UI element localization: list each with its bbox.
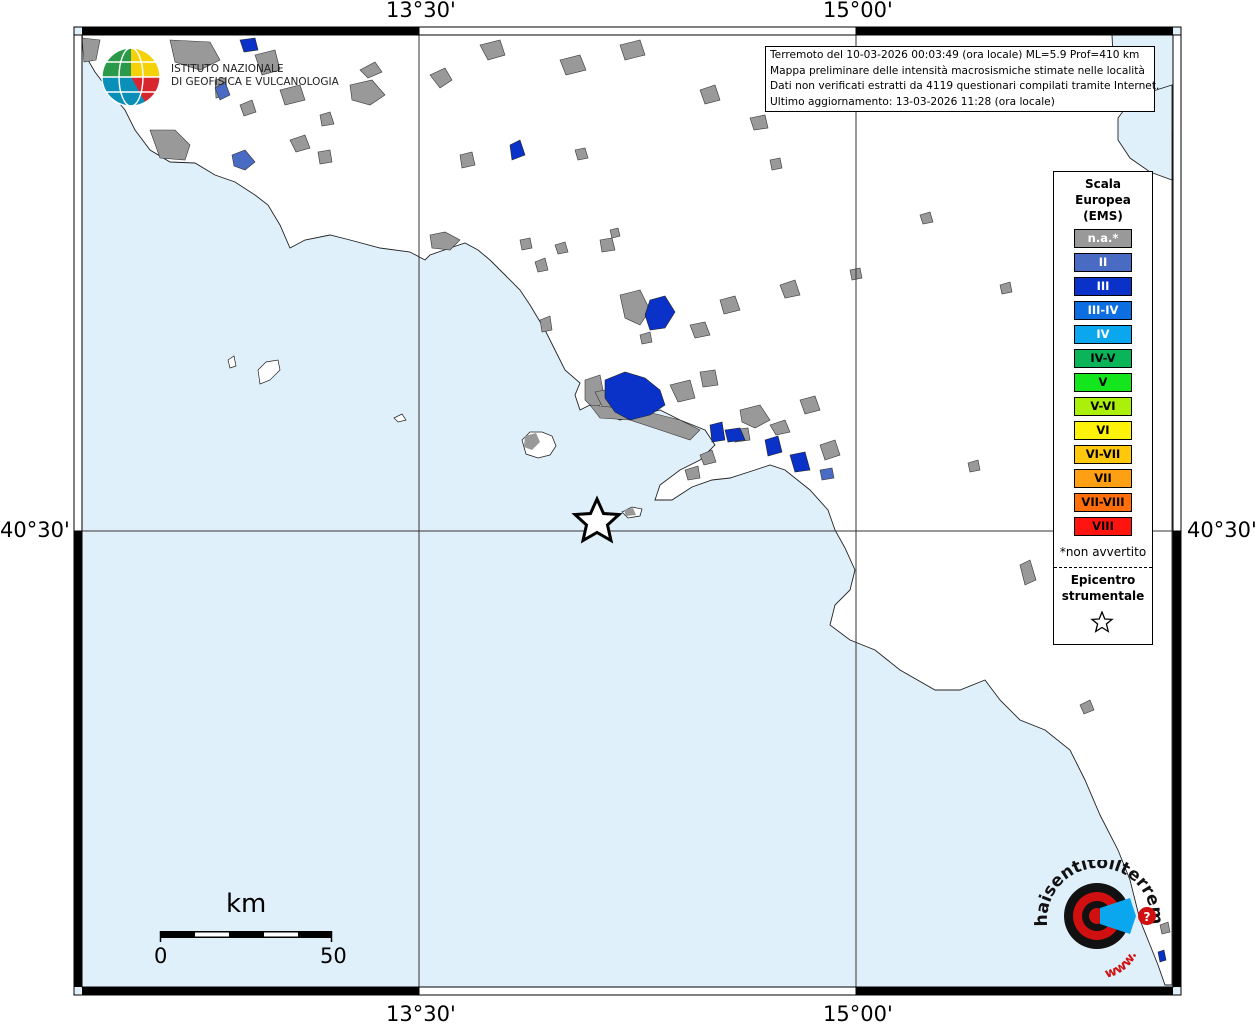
bottom-longitude-label-1: 13°30' (386, 1002, 456, 1026)
haisentito-logo-icon: haisentitoilterremoto.it www. ? (1030, 860, 1166, 980)
scale-bar (159, 931, 333, 942)
earthquake-info-box: Terremoto del 10-03-2026 00:03:49 (ora l… (765, 46, 1160, 112)
legend-swatch: III (1074, 277, 1132, 296)
scale-min-label: 0 (154, 944, 168, 968)
info-line-description: Mappa preliminare delle intensità macros… (770, 64, 1145, 77)
legend-swatch: III-IV (1074, 301, 1132, 320)
ingv-name-line2: DI GEOFISICA E VULCANOLOGIA (171, 76, 339, 88)
legend-epicenter-line: Epicentro (1070, 573, 1136, 587)
legend-divider (1054, 567, 1152, 568)
intensity-ii-patches (214, 81, 835, 481)
legend-title-line: Europea (1075, 193, 1131, 207)
legend-epicenter-line: strumentale (1061, 589, 1145, 603)
legend-swatch: V-VI (1074, 397, 1132, 416)
small-island (393, 413, 407, 423)
ingv-name-line1: ISTITUTO NAZIONALE (171, 63, 284, 75)
legend-swatch: VI (1074, 421, 1132, 440)
legend-swatch: VI-VII (1074, 445, 1132, 464)
legend-swatch: VII-VIII (1074, 493, 1132, 512)
legend-swatch: V (1074, 373, 1132, 392)
legend-title: Scala Europea (EMS) (1054, 176, 1152, 224)
left-latitude-label: 40°30' (0, 518, 70, 542)
intensity-iii-patches (239, 37, 1167, 963)
legend-swatch: VII (1074, 469, 1132, 488)
map-frame (73, 26, 1182, 996)
svg-text:www.: www. (1103, 949, 1140, 980)
legend-title-line: Scala (1084, 177, 1122, 191)
graticule (74, 27, 1181, 995)
epicenter-star-icon (571, 495, 623, 544)
ems-legend: Scala Europea (EMS) n.a.* II III III-IV IV IV… (1053, 171, 1153, 645)
na-patches (81, 37, 1171, 935)
legend-swatch: II (1074, 253, 1132, 272)
scale-max-label: 50 (320, 944, 347, 968)
scale-unit-label: km (226, 889, 267, 919)
small-island (227, 355, 237, 369)
info-line-updated: Ultimo aggiornamento: 13-03-2026 11:28 (… (770, 95, 1055, 108)
legend-swatch: n.a.* (1074, 229, 1132, 248)
legend-note: *non avvertito (1059, 545, 1147, 559)
legend-swatch: IV-V (1074, 349, 1132, 368)
ponza-island (257, 359, 281, 385)
land-area (81, 34, 1173, 986)
capri-na-patch (624, 508, 636, 516)
hs-logo-www: www. (1103, 949, 1140, 980)
bottom-longitude-label-2: 15°00' (823, 1002, 893, 1026)
svg-text:?: ? (1144, 910, 1151, 924)
top-longitude-label-2: 15°00' (823, 0, 893, 22)
ingv-name: ISTITUTO NAZIONALE DI GEOFISICA E VULCAN… (171, 63, 339, 89)
legend-title-line: (EMS) (1083, 209, 1123, 223)
legend-epicenter-label: Epicentro strumentale (1054, 572, 1152, 604)
info-line-source: Dati non verificati estratti da 4119 que… (770, 80, 1160, 92)
top-longitude-label-1: 13°30' (386, 0, 456, 22)
ingv-globe-logo-icon (101, 47, 161, 107)
ischia-na-patch (524, 433, 540, 450)
legend-swatch: VIII (1074, 517, 1132, 536)
star-outline-icon (1090, 611, 1114, 633)
legend-swatch: IV (1074, 325, 1132, 344)
right-latitude-label: 40°30' (1187, 518, 1255, 542)
info-line-event: Terremoto del 10-03-2026 00:03:49 (ora l… (770, 49, 1140, 61)
